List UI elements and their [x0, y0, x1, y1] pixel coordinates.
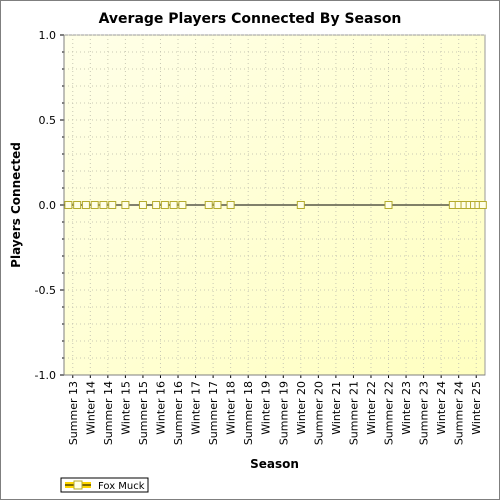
- x-tick-label: Summer 20: [312, 381, 325, 445]
- x-tick-label: Summer 18: [242, 381, 255, 445]
- legend-label: Fox Muck: [98, 481, 145, 492]
- x-tick-label: Winter 18: [225, 381, 238, 435]
- x-tick-label: Winter 16: [154, 381, 167, 435]
- data-point-marker: [99, 201, 108, 209]
- legend-marker: [73, 480, 83, 490]
- y-tick-label: 0.0: [39, 199, 57, 212]
- data-point-marker: [152, 201, 161, 209]
- data-point-marker: [73, 201, 82, 209]
- data-point-marker: [169, 201, 178, 209]
- x-tick-label: Winter 20: [295, 381, 308, 435]
- y-tick-label: -1.0: [35, 369, 56, 382]
- y-axis-label: Players Connected: [9, 142, 23, 268]
- x-tick-label: Summer 21: [347, 381, 360, 445]
- data-point-marker: [64, 201, 73, 209]
- x-tick-label: Summer 16: [172, 381, 185, 445]
- data-point-marker: [296, 201, 305, 209]
- data-point-marker: [81, 201, 90, 209]
- x-tick-label: Summer 14: [102, 381, 115, 445]
- legend-box: [60, 477, 149, 493]
- x-tick-label: Winter 19: [260, 381, 273, 435]
- series-fox-muck: [64, 201, 487, 209]
- data-point-marker: [384, 201, 393, 209]
- chart-title: Average Players Connected By Season: [99, 11, 402, 27]
- x-tick-label: Summer 13: [67, 381, 80, 445]
- data-point-marker: [226, 201, 235, 209]
- y-tick-label: 1.0: [39, 29, 57, 42]
- x-tick-label: Summer 15: [137, 381, 150, 445]
- x-tick-label: Winter 24: [435, 381, 448, 435]
- grid: [64, 34, 485, 376]
- data-point-marker: [108, 201, 117, 209]
- x-tick-label: Winter 21: [330, 381, 343, 435]
- axes: 1.0 0.5 0.0 -0.5 -1.0 Summer 13 Winter 14 Summe…: [35, 29, 485, 445]
- data-point-marker: [90, 201, 99, 209]
- data-point-marker: [478, 201, 487, 209]
- x-axis-label: Season: [250, 457, 299, 471]
- data-point-marker: [213, 201, 222, 209]
- data-point-marker: [204, 201, 213, 209]
- data-point-marker: [160, 201, 169, 209]
- x-tick-label: Summer 23: [418, 381, 431, 445]
- x-tick-label: Winter 17: [190, 381, 203, 435]
- y-tick-label: -0.5: [35, 284, 56, 297]
- y-tick-label: 0.5: [39, 114, 57, 127]
- legend: Fox Muck: [60, 477, 149, 493]
- data-point-marker: [178, 201, 187, 209]
- data-point-marker: [121, 201, 130, 209]
- x-tick-label: Summer 17: [207, 381, 220, 445]
- data-point-marker: [138, 201, 147, 209]
- x-tick-label: Winter 22: [365, 381, 378, 435]
- x-tick-label: Summer 24: [453, 381, 466, 445]
- x-tick-label: Winter 25: [470, 381, 483, 435]
- x-tick-label: Winter 14: [84, 381, 97, 435]
- x-tick-label: Winter 15: [119, 381, 132, 435]
- x-tick-label: Winter 23: [400, 381, 413, 435]
- x-tick-label: Summer 19: [277, 381, 290, 445]
- x-tick-label: Summer 22: [383, 381, 396, 445]
